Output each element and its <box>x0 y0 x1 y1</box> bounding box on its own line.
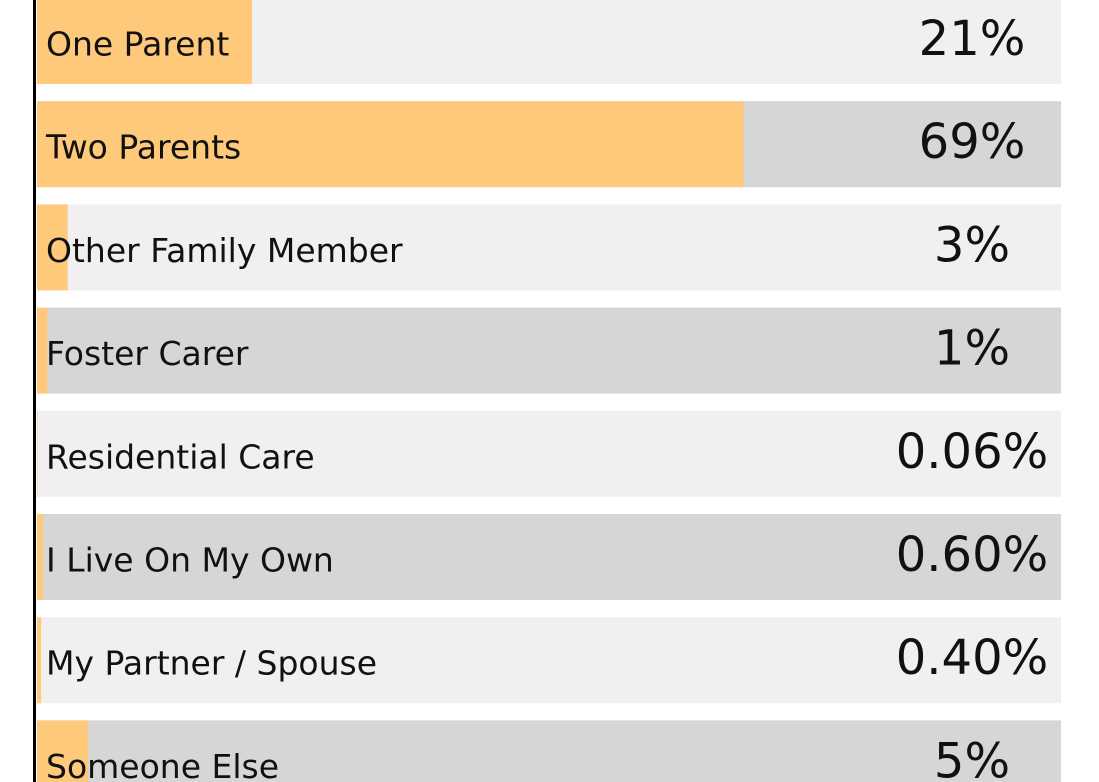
value-label: 0.06% <box>896 424 1048 480</box>
value-label: 0.60% <box>896 527 1048 583</box>
bar <box>37 307 48 394</box>
bar <box>37 204 68 291</box>
value-label: 69% <box>919 114 1026 170</box>
category-label: Two Parents <box>45 128 241 167</box>
category-label: I Live On My Own <box>46 541 334 580</box>
value-label: 21% <box>919 11 1026 67</box>
row-background <box>37 720 1061 782</box>
category-label: Other Family Member <box>46 231 403 270</box>
value-label: 1% <box>934 321 1010 377</box>
row-background <box>37 617 1061 704</box>
category-label: One Parent <box>46 25 229 64</box>
row-background <box>37 307 1061 394</box>
bar <box>37 720 89 782</box>
value-label: 0.40% <box>896 630 1048 686</box>
row-background <box>37 410 1061 497</box>
category-label: My Partner / Spouse <box>46 644 377 683</box>
bar <box>37 410 38 497</box>
bar <box>37 617 42 704</box>
category-label: Foster Carer <box>46 334 249 373</box>
category-label: Someone Else <box>46 747 279 782</box>
category-label: Residential Care <box>46 437 315 476</box>
bar <box>37 0 253 84</box>
bar <box>37 514 44 600</box>
bar <box>37 101 744 188</box>
value-label: 3% <box>934 217 1010 273</box>
row-background <box>37 204 1061 291</box>
value-label: 5% <box>934 733 1010 782</box>
row-background <box>37 514 1061 600</box>
